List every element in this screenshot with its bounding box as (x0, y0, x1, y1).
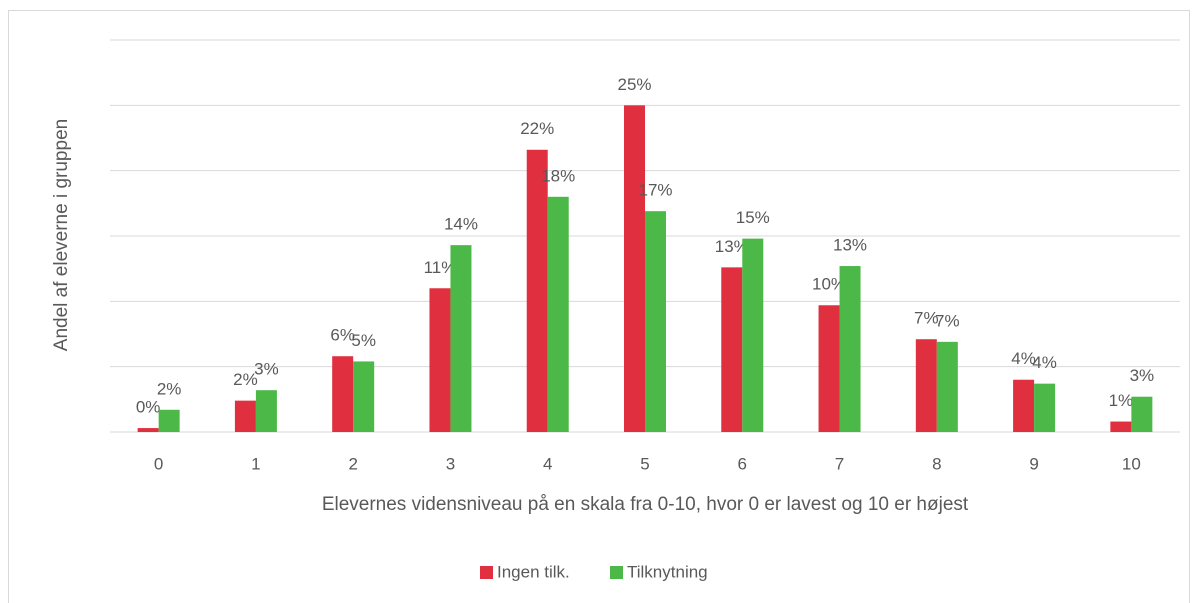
data-label: 25% (617, 75, 651, 94)
bar (137, 428, 159, 432)
legend-label: Tilknytning (627, 562, 708, 581)
data-label: 6% (330, 326, 355, 345)
data-label: 1% (1109, 391, 1134, 410)
y-axis-label: Andel af eleverne i gruppen (51, 119, 72, 351)
data-label: 4% (1011, 349, 1036, 368)
x-tick-label: 8 (932, 454, 941, 473)
bar (742, 238, 764, 432)
data-label: 3% (1130, 366, 1155, 385)
bar (255, 390, 277, 432)
data-label: 14% (444, 215, 478, 234)
legend-swatch (610, 566, 623, 579)
x-tick-label: 10 (1122, 454, 1141, 473)
data-label: 7% (914, 309, 939, 328)
bar (429, 288, 451, 432)
data-label: 5% (351, 331, 376, 350)
x-axis-label: Elevernes vidensniveau på en skala fra 0… (322, 494, 969, 515)
bar (1013, 379, 1035, 432)
chart-frame (8, 10, 1190, 603)
bar (450, 245, 472, 432)
x-tick-label: 1 (251, 454, 260, 473)
legend-label: Ingen tilk. (497, 562, 570, 581)
data-label: 0% (136, 398, 161, 417)
data-label: 15% (736, 208, 770, 227)
bar (839, 266, 861, 432)
bar (547, 196, 569, 432)
data-label: 22% (520, 119, 554, 138)
x-tick-label: 4 (543, 454, 552, 473)
data-label: 4% (1032, 353, 1057, 372)
data-label: 3% (254, 360, 279, 379)
x-tick-label: 9 (1029, 454, 1038, 473)
bar (353, 361, 375, 432)
x-tick-label: 0 (154, 454, 163, 473)
bar (158, 409, 180, 432)
data-label: 2% (233, 370, 258, 389)
x-tick-label: 6 (738, 454, 747, 473)
bar (915, 339, 937, 432)
x-tick-label: 5 (640, 454, 649, 473)
bar (1110, 421, 1132, 432)
bar (721, 267, 743, 432)
x-tick-label: 2 (348, 454, 357, 473)
bar (1034, 383, 1056, 432)
bar (624, 105, 645, 432)
bar (645, 211, 666, 432)
data-label: 2% (157, 379, 182, 398)
bar (234, 400, 256, 432)
x-tick-label: 3 (446, 454, 455, 473)
data-label: 10% (812, 275, 846, 294)
bar (332, 356, 354, 432)
data-label: 13% (833, 236, 867, 255)
legend-swatch (480, 566, 493, 579)
data-label: 11% (424, 258, 457, 277)
data-label: 13% (715, 237, 749, 256)
data-label: 18% (541, 166, 575, 185)
data-label: 7% (935, 311, 960, 330)
bar (936, 341, 958, 432)
x-tick-label: 7 (835, 454, 844, 473)
bar (1131, 396, 1153, 432)
bar (818, 305, 840, 432)
bar (526, 149, 548, 432)
data-label: 17% (638, 181, 672, 200)
